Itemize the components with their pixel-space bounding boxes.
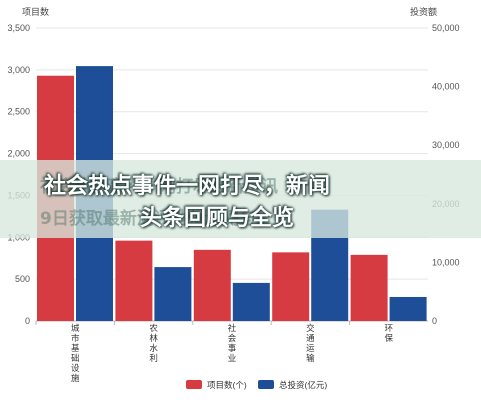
y-left-tick-label: 3,000	[7, 65, 30, 75]
legend-label-project-count: 项目数(个)	[207, 380, 247, 390]
category-label-2: 社会事业	[228, 323, 237, 363]
bar-project-count-3	[272, 252, 310, 321]
bar-project-count-4	[350, 254, 388, 321]
y-right-tick-label: 50,000	[432, 23, 460, 33]
y-left-tick-label: 2,000	[7, 149, 30, 159]
y-left-tick-label: 500	[15, 274, 30, 284]
bar-project-count-2	[193, 249, 231, 321]
bar-project-count-1	[115, 240, 153, 321]
legend: 项目数(个) 总投资(亿元)	[186, 380, 327, 390]
banner-ghost-text-1: 社会热点事件一网打尽最新资讯	[40, 177, 278, 197]
y-left-axis-title: 项目数	[22, 6, 49, 17]
category-label-0: 城市基础设施	[71, 323, 80, 383]
category-labels: 城市基础设施 农林水利 社会事业 交通运输 环保	[71, 323, 394, 383]
y-right-tick-label: 40,000	[432, 82, 460, 92]
headline-line-1: 社会热点事件一网打尽，新闻	[44, 174, 331, 199]
bar-total-investment-4	[389, 296, 427, 321]
bar-total-investment-1	[154, 267, 192, 321]
y-left-tick-label: 3,500	[7, 23, 30, 33]
category-label-4: 环保	[385, 323, 394, 343]
legend-swatch-total-investment	[258, 380, 274, 389]
y-left-tick-label: 2,500	[7, 107, 30, 117]
y-right-tick-label: 30,000	[432, 140, 460, 150]
legend-label-total-investment: 总投资(亿元)	[279, 380, 327, 390]
y-left-tick-label: 0	[25, 316, 30, 326]
banner-ghost-text-2: 9日获取最新测评地位评测与	[40, 209, 256, 229]
overlay-banner: 社会热点事件一网打尽最新资讯 9日获取最新测评地位评测与	[0, 160, 481, 238]
category-label-1: 农林水利	[149, 323, 158, 363]
legend-swatch-project-count	[186, 380, 202, 389]
bar-total-investment-2	[232, 282, 270, 321]
headline-line-2: 头条回顾与全览	[140, 206, 295, 231]
y-right-tick-label: 10,000	[432, 257, 460, 267]
y-right-axis-title: 投资额	[410, 6, 437, 17]
category-label-3: 交通运输	[306, 323, 315, 363]
y-right-tick-label: 0	[432, 316, 437, 326]
